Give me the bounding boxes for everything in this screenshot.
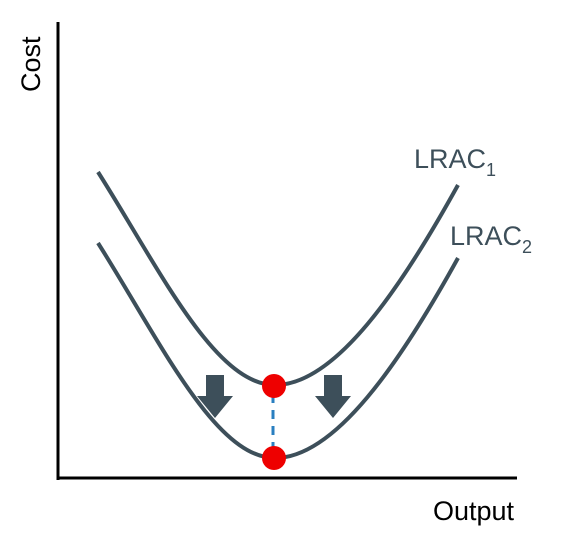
curve <box>96 170 460 388</box>
curve-label: LRAC1 <box>414 144 496 180</box>
x-axis-label: Output <box>433 496 515 526</box>
down-arrow <box>315 375 351 418</box>
down-arrow <box>197 375 233 418</box>
curve-name: LRAC <box>450 221 522 251</box>
curve-label: LRAC2 <box>450 221 532 257</box>
point <box>262 374 286 398</box>
point <box>262 446 286 470</box>
curve-name: LRAC <box>414 144 486 174</box>
curve-subscript: 2 <box>522 237 532 257</box>
curve-subscript: 1 <box>486 160 496 180</box>
y-axis-label: Cost <box>16 36 46 92</box>
